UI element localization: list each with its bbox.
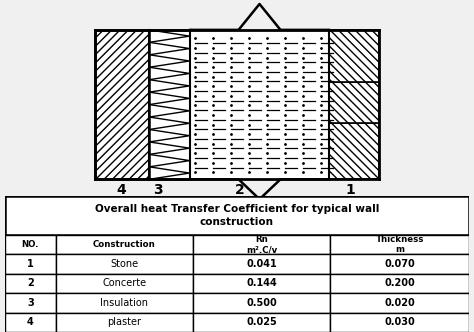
Bar xyxy=(330,254,469,274)
Bar xyxy=(56,235,193,254)
Bar xyxy=(5,235,56,254)
Bar xyxy=(5,196,469,235)
Bar xyxy=(193,254,330,274)
Text: 0.020: 0.020 xyxy=(384,298,415,308)
Bar xyxy=(95,30,149,179)
Bar xyxy=(5,312,56,332)
Bar xyxy=(56,254,193,274)
Text: 1: 1 xyxy=(27,259,34,269)
Text: Insulation: Insulation xyxy=(100,298,148,308)
Bar xyxy=(5,274,56,293)
Text: 0.144: 0.144 xyxy=(246,279,277,289)
Bar xyxy=(149,30,190,179)
Bar xyxy=(56,293,193,312)
Bar xyxy=(330,235,469,254)
Bar xyxy=(193,312,330,332)
Text: 3: 3 xyxy=(153,183,163,197)
Bar xyxy=(330,312,469,332)
Bar xyxy=(5,293,56,312)
Bar xyxy=(329,82,379,123)
Text: Concerte: Concerte xyxy=(102,279,146,289)
Text: 2: 2 xyxy=(235,183,244,197)
Text: 0.041: 0.041 xyxy=(246,259,277,269)
Text: 4: 4 xyxy=(116,183,126,197)
Text: Stone: Stone xyxy=(110,259,138,269)
Bar xyxy=(329,30,379,82)
Bar xyxy=(193,274,330,293)
Bar xyxy=(193,293,330,312)
Text: Thickness
m: Thickness m xyxy=(375,235,424,254)
Text: Rn
m².C/v: Rn m².C/v xyxy=(246,235,277,254)
Text: 3: 3 xyxy=(27,298,34,308)
Bar xyxy=(329,123,379,179)
Text: 4: 4 xyxy=(27,317,34,327)
Text: Construction: Construction xyxy=(93,240,156,249)
Bar xyxy=(56,274,193,293)
Text: Overall heat Transfer Coefficient for typical wall
construction: Overall heat Transfer Coefficient for ty… xyxy=(95,204,379,227)
Bar xyxy=(5,254,56,274)
Bar xyxy=(330,293,469,312)
Bar xyxy=(56,312,193,332)
Text: 2: 2 xyxy=(27,279,34,289)
Text: 0.200: 0.200 xyxy=(384,279,415,289)
Bar xyxy=(330,274,469,293)
Bar xyxy=(190,30,329,179)
Text: NO.: NO. xyxy=(21,240,39,249)
Text: 1: 1 xyxy=(346,183,356,197)
Text: plaster: plaster xyxy=(107,317,141,327)
Text: 0.500: 0.500 xyxy=(246,298,277,308)
Text: 0.025: 0.025 xyxy=(246,317,277,327)
Bar xyxy=(193,235,330,254)
Text: 0.030: 0.030 xyxy=(384,317,415,327)
Text: 0.070: 0.070 xyxy=(384,259,415,269)
